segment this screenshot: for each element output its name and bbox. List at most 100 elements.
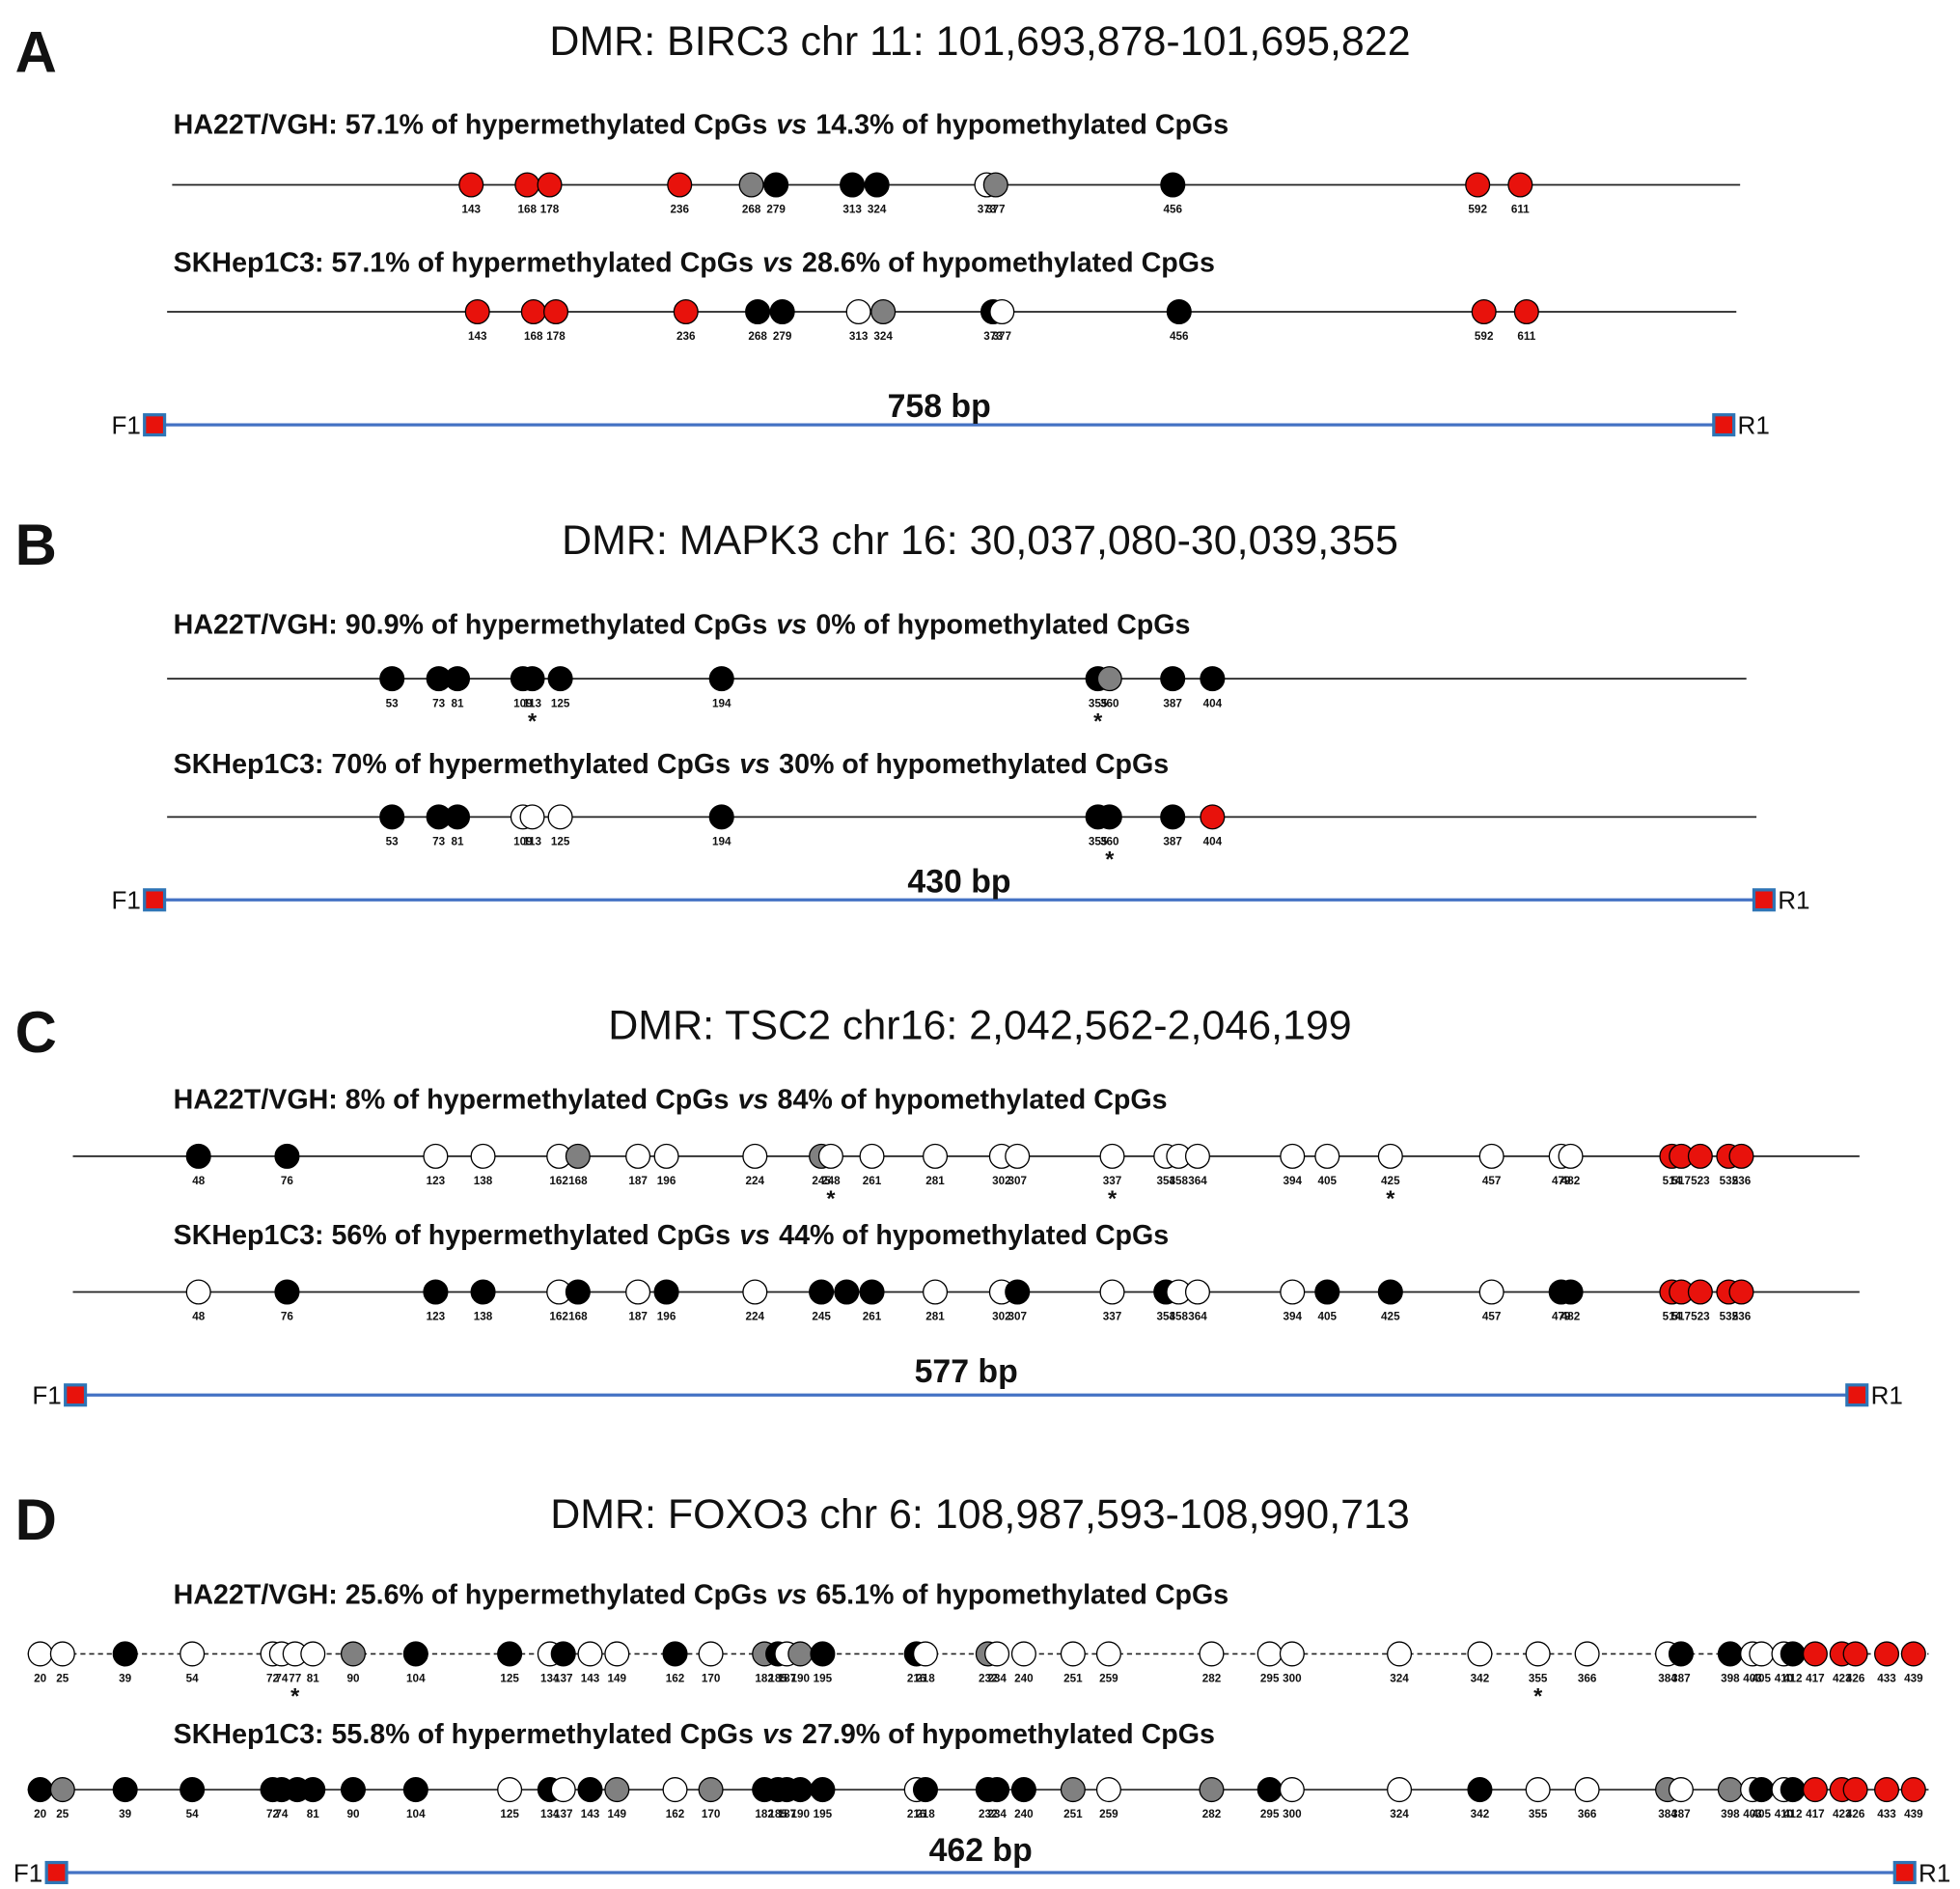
cpg-position: 517 <box>1671 1311 1691 1323</box>
cpg-position: 194 <box>712 697 732 709</box>
cpg-position: 54 <box>186 1808 200 1820</box>
cpg-position: 439 <box>1904 1808 1923 1820</box>
cpg-site <box>1467 1641 1493 1667</box>
primer-box <box>143 888 167 912</box>
primer-box <box>1845 1383 1869 1407</box>
cpg-site <box>708 804 734 830</box>
cpg-position: 190 <box>790 1673 810 1685</box>
cpg-site <box>1166 298 1192 325</box>
cpg-site <box>519 804 545 830</box>
cpg-site <box>179 1777 206 1803</box>
cpg-site <box>577 1777 603 1803</box>
cpg-site <box>810 1777 836 1803</box>
cpg-site <box>923 1279 949 1305</box>
cpg-position: 433 <box>1877 1808 1896 1820</box>
cpg-site <box>423 1143 449 1169</box>
cpg-position: 302 <box>992 1175 1011 1187</box>
cpg-position: 74 <box>275 1673 289 1685</box>
cpg-site <box>859 1279 885 1305</box>
cpg-site <box>989 298 1015 325</box>
cpg-site <box>565 1279 591 1305</box>
cpg-site <box>708 666 734 692</box>
cpg-position: 182 <box>755 1808 774 1820</box>
label-vs: vs <box>739 1220 770 1251</box>
cpg-site <box>1199 1777 1225 1803</box>
reverse-primer: R1 <box>1919 1858 1950 1887</box>
cpg-position: 187 <box>778 1808 797 1820</box>
cpg-site <box>577 1641 603 1667</box>
cpg-site <box>1525 1641 1551 1667</box>
cpg-position: 532 <box>1720 1311 1739 1323</box>
cpg-note: * <box>1108 1186 1118 1211</box>
cpg-site <box>185 1143 211 1169</box>
cpg-site <box>1060 1641 1086 1667</box>
cpg-site <box>423 1279 449 1305</box>
cpg-site <box>112 1777 138 1803</box>
cpg-site <box>1842 1777 1868 1803</box>
cpg-site <box>1377 1279 1403 1305</box>
cpg-position: 337 <box>1103 1175 1122 1187</box>
cpg-position: 354 <box>1156 1175 1175 1187</box>
label-vs: vs <box>738 1084 769 1115</box>
cpg-position: 337 <box>1103 1311 1122 1323</box>
cpg-position: 342 <box>1471 1673 1490 1685</box>
cpg-position: 457 <box>1482 1175 1502 1187</box>
cpg-site <box>1099 1143 1125 1169</box>
cpg-site <box>1200 804 1226 830</box>
cpg-position: 162 <box>549 1175 568 1187</box>
cpg-position: 324 <box>1390 1808 1409 1820</box>
cpg-position: 373 <box>983 330 1003 343</box>
cpg-site <box>662 1641 688 1667</box>
amplicon-length: 577 bp <box>915 1353 1018 1390</box>
cpg-position: 523 <box>1691 1175 1710 1187</box>
cpg-site <box>1280 1279 1306 1305</box>
cpg-site <box>1377 1143 1403 1169</box>
cpg-position: 307 <box>1008 1311 1027 1323</box>
cpg-site <box>763 172 789 198</box>
cpg-site <box>1668 1641 1694 1667</box>
cpg-site <box>543 298 569 325</box>
cpg-position: 187 <box>778 1673 797 1685</box>
cpg-position: 387 <box>1671 1808 1691 1820</box>
reverse-primer: R1 <box>1738 411 1770 440</box>
cpg-position: 190 <box>790 1808 810 1820</box>
cpg-position: 77 <box>289 1673 301 1685</box>
cpg-position: 73 <box>432 697 446 709</box>
cpg-position: 251 <box>1063 1673 1083 1685</box>
cpg-site <box>1200 666 1226 692</box>
cpg-position: 73 <box>432 835 446 847</box>
cpg-site <box>1387 1777 1413 1803</box>
cpg-position: 149 <box>608 1808 627 1820</box>
cpg-site <box>550 1641 576 1667</box>
cpg-site <box>179 1641 206 1667</box>
cpg-position: 611 <box>1517 330 1535 343</box>
cpg-note: * <box>1533 1683 1543 1708</box>
cpg-site <box>625 1143 651 1169</box>
cpg-position: 324 <box>873 330 893 343</box>
cpg-position: 113 <box>523 697 541 709</box>
cpg-position: 373 <box>978 204 997 216</box>
cpg-position: 405 <box>1318 1311 1338 1323</box>
cpg-position: 39 <box>119 1808 132 1820</box>
cpg-position: 168 <box>524 330 543 343</box>
cpg-site <box>1749 1641 1775 1667</box>
cpg-position: 39 <box>119 1673 132 1685</box>
cpg-position: 394 <box>1283 1175 1302 1187</box>
cpg-site <box>1095 1641 1121 1667</box>
cpg-site <box>667 172 693 198</box>
label-text: 0% of hypomethylated CpGs <box>815 609 1190 640</box>
cpg-site <box>1780 1641 1806 1667</box>
cpg-position: 218 <box>916 1673 935 1685</box>
cpg-position: 405 <box>1753 1673 1772 1685</box>
cpg-position: 403 <box>1743 1808 1762 1820</box>
cpg-position: 81 <box>452 835 465 847</box>
cpg-position: 412 <box>1783 1673 1803 1685</box>
cpg-site <box>923 1143 949 1169</box>
cpg-position: 324 <box>1390 1673 1409 1685</box>
primer-box <box>1892 1860 1917 1885</box>
label-text: 27.9% of hypomethylated CpGs <box>802 1719 1215 1750</box>
cpg-position: 123 <box>427 1311 446 1323</box>
cpg-position: 364 <box>1188 1175 1207 1187</box>
cpg-site <box>859 1143 885 1169</box>
cpg-position: 387 <box>1163 697 1182 709</box>
